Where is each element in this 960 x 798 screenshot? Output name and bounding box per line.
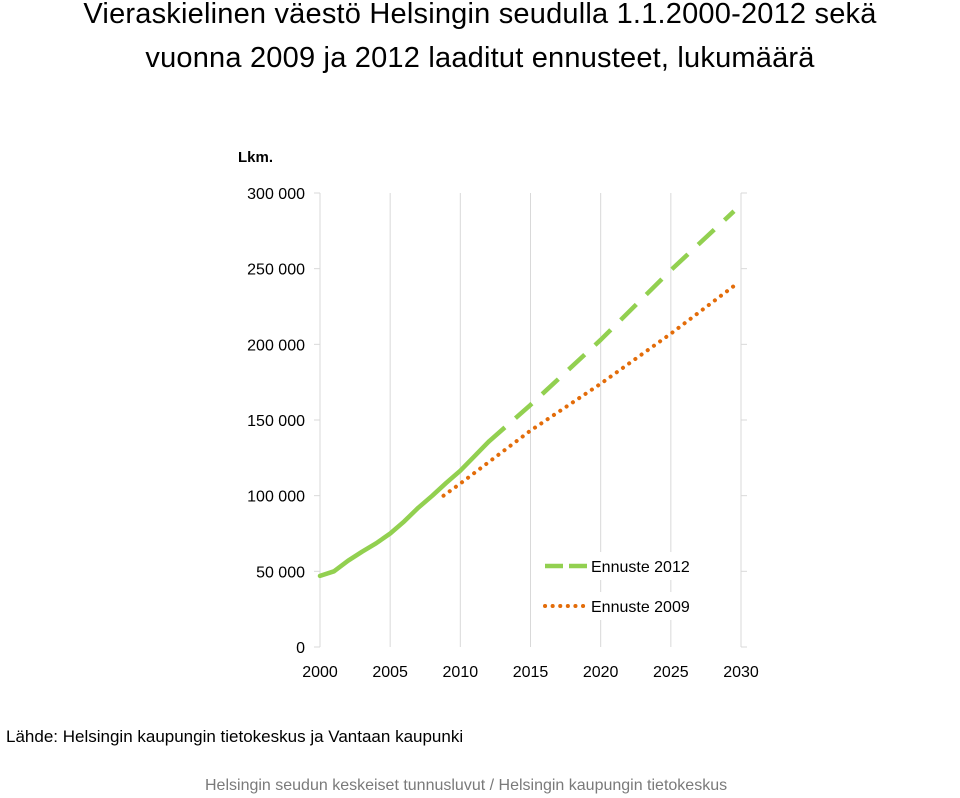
series-line-actual [317, 439, 491, 579]
legend: Ennuste 2012 Ennuste 2009 [540, 552, 712, 620]
y-tick-label-2: 100 000 [247, 489, 305, 506]
x-tick-label-2005: 2005 [372, 664, 408, 681]
chart-title: Vieraskielinen väestö Helsingin seudulla… [0, 0, 960, 80]
chart-title-line-1: Vieraskielinen väestö Helsingin seudulla… [83, 0, 877, 30]
x-tick-label-2020: 2020 [583, 664, 619, 681]
series-line-ennuste-2009 [441, 281, 739, 498]
y-tick-label-0: 0 [296, 640, 305, 657]
y-tick-label-6: 300 000 [247, 186, 305, 203]
source-note: Lähde: Helsingin kaupungin tietokeskus j… [6, 727, 464, 746]
series-lines [317, 209, 739, 579]
grid-lines [314, 192, 747, 648]
y-axis-ticks: 0 50 000 100 000 150 000 200 000 250 000 300 0… [247, 186, 305, 657]
x-tick-label-2000: 2000 [302, 664, 338, 681]
legend-entry-bg-0 [540, 552, 712, 580]
footer-note: Helsingin seudun keskeiset tunnusluvut /… [205, 777, 728, 794]
chart-title-line-2: vuonna 2009 ja 2012 laaditut ennusteet, … [145, 42, 815, 74]
legend-label-ennuste-2009: Ennuste 2009 [591, 599, 690, 616]
y-tick-label-4: 200 000 [247, 337, 305, 354]
x-axis-ticks: 2000 2005 2010 2015 2020 2025 2030 [302, 664, 759, 681]
x-tick-label-2015: 2015 [513, 664, 549, 681]
x-tick-label-2010: 2010 [443, 664, 479, 681]
x-tick-label-2030: 2030 [723, 664, 759, 681]
series-line-ennuste-2012 [486, 209, 736, 444]
y-tick-label-5: 250 000 [247, 262, 305, 279]
y-tick-label-1: 50 000 [256, 564, 305, 581]
y-axis-label: Lkm. [238, 149, 273, 166]
legend-label-ennuste-2012: Ennuste 2012 [591, 559, 690, 576]
x-tick-label-2025: 2025 [653, 664, 689, 681]
y-tick-label-3: 150 000 [247, 413, 305, 430]
